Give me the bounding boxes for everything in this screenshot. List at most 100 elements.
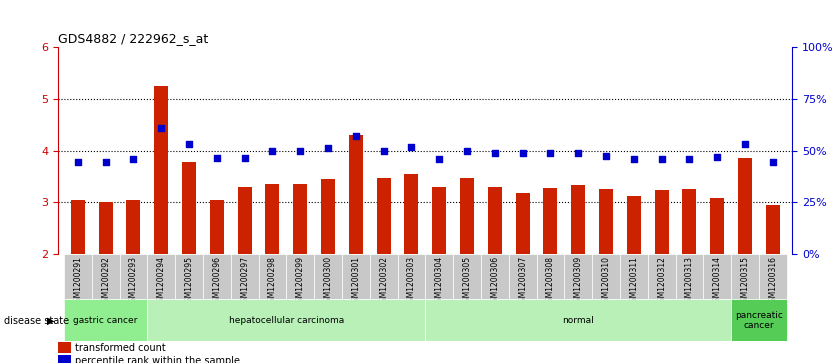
Text: GSM1200311: GSM1200311	[630, 256, 638, 307]
Bar	[766, 205, 780, 254]
Text: GSM1200297: GSM1200297	[240, 256, 249, 307]
Bar	[58, 355, 71, 363]
Point	[711, 154, 724, 160]
FancyBboxPatch shape	[509, 254, 536, 299]
FancyBboxPatch shape	[203, 254, 231, 299]
FancyBboxPatch shape	[481, 254, 509, 299]
FancyBboxPatch shape	[231, 254, 259, 299]
Text: gastric cancer: gastric cancer	[73, 316, 138, 325]
Text: GSM1200298: GSM1200298	[268, 256, 277, 307]
Point	[600, 153, 613, 159]
Text: hepatocellular carcinoma: hepatocellular carcinoma	[229, 316, 344, 325]
FancyBboxPatch shape	[648, 254, 676, 299]
Point	[266, 148, 279, 154]
Text: GSM1200292: GSM1200292	[101, 256, 110, 307]
Bar	[711, 198, 724, 254]
Text: transformed count: transformed count	[75, 343, 166, 353]
Point	[655, 156, 668, 162]
Bar	[571, 185, 585, 254]
Point	[154, 126, 168, 131]
FancyBboxPatch shape	[759, 254, 786, 299]
Text: normal: normal	[562, 316, 594, 325]
Bar	[738, 158, 752, 254]
FancyBboxPatch shape	[731, 254, 759, 299]
FancyBboxPatch shape	[314, 254, 342, 299]
Bar	[515, 193, 530, 254]
Point	[238, 155, 251, 161]
Point	[488, 150, 501, 156]
Bar	[238, 187, 252, 254]
Point	[404, 144, 418, 150]
FancyBboxPatch shape	[119, 254, 148, 299]
FancyBboxPatch shape	[369, 254, 398, 299]
Bar	[682, 189, 696, 254]
Bar	[488, 187, 502, 254]
Text: GSM1200303: GSM1200303	[407, 256, 416, 307]
Text: disease state: disease state	[4, 316, 69, 326]
Bar	[58, 342, 71, 353]
Text: GSM1200293: GSM1200293	[129, 256, 138, 307]
Text: GSM1200306: GSM1200306	[490, 256, 500, 307]
Bar	[265, 184, 279, 254]
Point	[738, 141, 751, 147]
Text: GSM1200309: GSM1200309	[574, 256, 583, 307]
Text: GSM1200299: GSM1200299	[296, 256, 304, 307]
Bar	[154, 86, 168, 254]
Bar	[210, 200, 224, 254]
Point	[433, 156, 446, 162]
Point	[516, 150, 530, 156]
FancyBboxPatch shape	[536, 254, 565, 299]
FancyBboxPatch shape	[398, 254, 425, 299]
Text: GSM1200291: GSM1200291	[73, 256, 83, 307]
Text: GSM1200300: GSM1200300	[324, 256, 333, 307]
FancyBboxPatch shape	[731, 299, 786, 341]
FancyBboxPatch shape	[286, 254, 314, 299]
Bar	[294, 184, 307, 254]
Text: GSM1200308: GSM1200308	[546, 256, 555, 307]
Bar	[404, 174, 419, 254]
Text: GSM1200294: GSM1200294	[157, 256, 166, 307]
Point	[544, 150, 557, 156]
FancyBboxPatch shape	[259, 254, 286, 299]
Bar	[321, 179, 335, 254]
Bar	[98, 203, 113, 254]
Point	[571, 150, 585, 156]
Text: GSM1200296: GSM1200296	[213, 256, 221, 307]
Bar	[127, 200, 140, 254]
Text: GSM1200312: GSM1200312	[657, 256, 666, 307]
Point	[377, 148, 390, 154]
Point	[210, 155, 224, 161]
Text: GSM1200302: GSM1200302	[379, 256, 388, 307]
Text: pancreatic
cancer: pancreatic cancer	[735, 311, 783, 330]
FancyBboxPatch shape	[64, 299, 148, 341]
Text: ▶: ▶	[47, 316, 54, 326]
Text: GSM1200310: GSM1200310	[601, 256, 610, 307]
FancyBboxPatch shape	[453, 254, 481, 299]
Point	[349, 133, 363, 139]
Bar	[544, 188, 557, 254]
Bar	[71, 200, 85, 254]
Bar	[460, 178, 474, 254]
Point	[183, 141, 196, 147]
Bar	[377, 178, 390, 254]
Text: GSM1200314: GSM1200314	[713, 256, 721, 307]
FancyBboxPatch shape	[592, 254, 620, 299]
Text: GSM1200305: GSM1200305	[463, 256, 471, 307]
FancyBboxPatch shape	[565, 254, 592, 299]
FancyBboxPatch shape	[175, 254, 203, 299]
FancyBboxPatch shape	[148, 299, 425, 341]
Text: GSM1200295: GSM1200295	[184, 256, 193, 307]
FancyBboxPatch shape	[425, 299, 731, 341]
Text: GSM1200315: GSM1200315	[741, 256, 750, 307]
Bar	[182, 162, 196, 254]
Text: GSM1200307: GSM1200307	[518, 256, 527, 307]
FancyBboxPatch shape	[620, 254, 648, 299]
Text: GSM1200304: GSM1200304	[435, 256, 444, 307]
Text: GDS4882 / 222962_s_at: GDS4882 / 222962_s_at	[58, 32, 208, 45]
Text: GSM1200313: GSM1200313	[685, 256, 694, 307]
Point	[127, 156, 140, 162]
Point	[99, 159, 113, 165]
Text: percentile rank within the sample: percentile rank within the sample	[75, 356, 240, 363]
Bar	[627, 196, 641, 254]
FancyBboxPatch shape	[92, 254, 119, 299]
